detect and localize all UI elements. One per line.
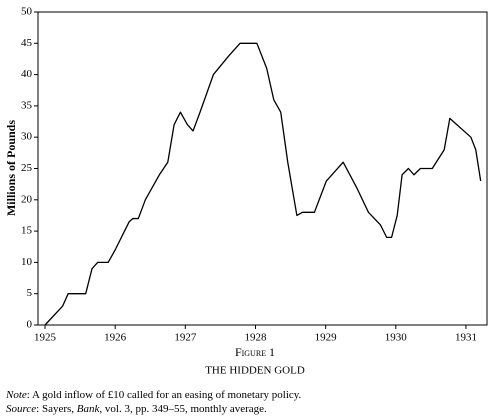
note-text: : A gold inflow of £10 called for an eas… [27,389,302,401]
y-tick-label: 40 [21,68,33,80]
y-tick-label: 10 [21,256,33,268]
x-tick-label: 1926 [104,332,127,344]
y-tick-label: 50 [21,6,33,18]
source-label: Source [6,403,36,415]
x-tick-label: 1930 [385,332,408,344]
note: Note: A gold inflow of £10 called for an… [5,389,302,401]
y-axis-label: Millions of Pounds [4,120,18,216]
y-tick-label: 5 [27,287,33,299]
x-tick-label: 1931 [455,332,477,344]
y-tick-label: 20 [21,193,33,205]
figure-title: THE HIDDEN GOLD [205,365,305,377]
y-tick-label: 45 [21,37,33,49]
x-tick-label: 1928 [244,332,267,344]
y-tick-label: 25 [21,162,33,174]
x-tick-label: 1927 [174,332,197,344]
source-book: Bank [77,403,101,415]
y-tick-label: 15 [21,225,33,237]
y-tick-label: 30 [21,131,33,143]
x-tick-label: 1929 [315,332,338,344]
y-tick-label: 0 [27,319,33,331]
source: Source: Sayers, Bank, vol. 3, pp. 349–55… [6,403,267,415]
source-text: , vol. 3, pp. 349–55, monthly average. [99,403,267,415]
note-label: Note [5,389,27,401]
x-tick-label: 1925 [34,332,57,344]
source-text: : Sayers, [36,403,77,415]
y-tick-label: 35 [21,99,33,111]
figure-label: Figure 1 [235,345,275,359]
data-line [44,42,482,326]
